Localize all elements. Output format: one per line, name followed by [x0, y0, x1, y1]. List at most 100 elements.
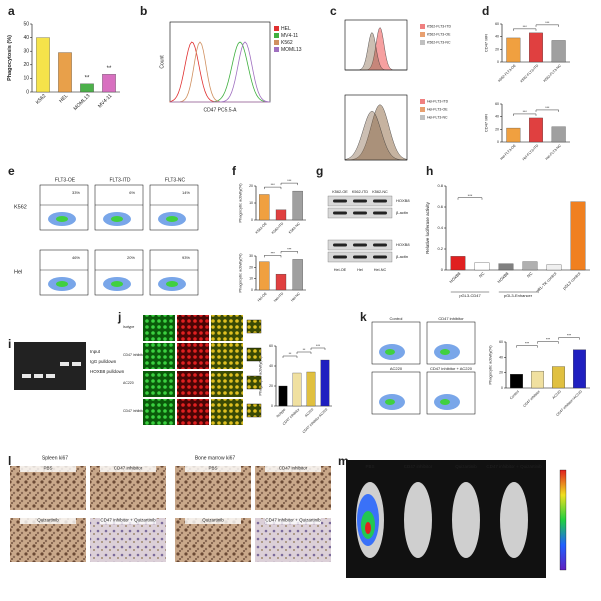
x-tick-label: Hel-NC [290, 291, 301, 302]
caption-bg [20, 465, 76, 472]
x-tick-label: K562-FLT3-NC [543, 63, 563, 83]
bar [320, 359, 330, 407]
bar [529, 117, 543, 143]
micrograph [177, 399, 209, 425]
y-tick-label: 0.8 [437, 183, 443, 188]
y-tick-label: 0 [441, 267, 444, 272]
bar [450, 256, 466, 271]
y-tick-label: 0 [251, 288, 253, 292]
row-label: CD47 inhibitor AC220 [123, 409, 157, 413]
column-label: FLT3-ITD [109, 177, 130, 183]
cell-cloud [385, 349, 395, 355]
histogram [345, 32, 407, 71]
gate-percent: 46% [72, 255, 80, 260]
lane-label: Hel-OE [334, 268, 347, 272]
legend-swatch [274, 26, 279, 31]
panel-letter: a [8, 4, 15, 18]
bar [573, 349, 586, 389]
y-tick-label: 0.2 [437, 246, 443, 251]
bar [292, 372, 302, 407]
gate-percent: 33% [72, 190, 80, 195]
bar [259, 194, 270, 221]
significance-label: *** [523, 25, 528, 29]
caption-bg [265, 465, 321, 472]
y-tick-label: 40 [23, 35, 29, 41]
significance-bracket [264, 186, 282, 190]
histogram [344, 111, 408, 161]
image-caption: PBS [43, 466, 52, 471]
gel-band [46, 374, 55, 378]
bar [506, 127, 521, 143]
x-tick-label: AC220 [551, 389, 561, 399]
y-tick-label: 40 [499, 355, 503, 359]
plot-title: CD47 inhibitor [438, 316, 464, 321]
y-axis-label: Phagocytic activity(%) [487, 345, 492, 385]
significance-bracket [513, 113, 537, 116]
panel-letter: i [8, 337, 11, 351]
gel-band [34, 374, 43, 378]
panel-letter: j [117, 310, 121, 324]
y-tick-label: 0 [26, 89, 29, 95]
ihc-image [175, 466, 251, 510]
group-label: pGL3-CD47 [459, 293, 481, 298]
y-tick-label: 0.4 [437, 225, 443, 230]
y-tick-label: 60 [495, 102, 499, 106]
y-axis-label: CD47 MFI [483, 114, 488, 132]
legend-swatch [420, 115, 425, 120]
y-tick-label: 30 [23, 49, 29, 55]
bar [275, 209, 287, 221]
bar [259, 261, 270, 291]
histogram [169, 41, 270, 103]
micrograph [211, 399, 243, 425]
x-tick-label: Hel-OE [257, 291, 268, 302]
blot-band [353, 199, 367, 203]
plot-title: Control [390, 316, 403, 321]
panel-letter: m [338, 454, 349, 468]
row-label: AC220 [123, 381, 134, 385]
x-tick-label: Hel-FLT3-OE [499, 143, 517, 161]
significance-bracket [296, 351, 312, 354]
bar [522, 261, 538, 271]
signal [365, 522, 371, 534]
image-caption: CD47 inhibitor + Quizartinib [100, 518, 156, 523]
bar [552, 366, 565, 389]
section-title: Bone marrow ki67 [195, 455, 236, 461]
significance-bracket [457, 197, 483, 200]
significance-label: ** [303, 348, 306, 352]
bar [80, 83, 94, 93]
y-tick-label: 0 [251, 218, 253, 222]
y-tick-label: 60 [269, 344, 273, 348]
micrograph [143, 371, 175, 397]
lane-label: K562-ITD [352, 190, 369, 194]
significance-label: ** [289, 352, 292, 356]
lane-label: K562-NC [372, 190, 388, 194]
bar [292, 259, 303, 291]
cell-cloud [111, 216, 123, 222]
blot-band [353, 211, 367, 215]
y-axis-label: CD47 MFI [483, 34, 488, 52]
bar [292, 190, 303, 221]
x-tick-label: K562-ITD [271, 221, 285, 235]
legend-swatch [420, 40, 425, 45]
column-label: FLT3-OE [55, 177, 76, 183]
blot-band [353, 255, 367, 259]
x-tick-label: K562-NC [288, 221, 301, 234]
plot-frame [169, 21, 271, 103]
significance-bracket [513, 28, 537, 31]
y-tick-label: 40 [269, 364, 273, 368]
y-tick-label: 30 [249, 254, 253, 258]
column-label: FLT3-NC [165, 177, 186, 183]
x-tick-label: pGL3 control [562, 271, 582, 291]
bar [275, 273, 287, 291]
bar-label: ** [107, 66, 112, 72]
x-tick-label: MV4-11 [97, 93, 114, 110]
ihc-image [255, 466, 331, 510]
image-caption: CD47 inhibitor [404, 464, 433, 469]
section-title: Spleen ki67 [42, 455, 68, 461]
histogram [170, 41, 271, 103]
blot-band [373, 199, 387, 203]
x-tick-label: HOXB8 [448, 270, 462, 284]
row-label: Hel [14, 269, 22, 275]
significance-label: *** [546, 338, 551, 342]
